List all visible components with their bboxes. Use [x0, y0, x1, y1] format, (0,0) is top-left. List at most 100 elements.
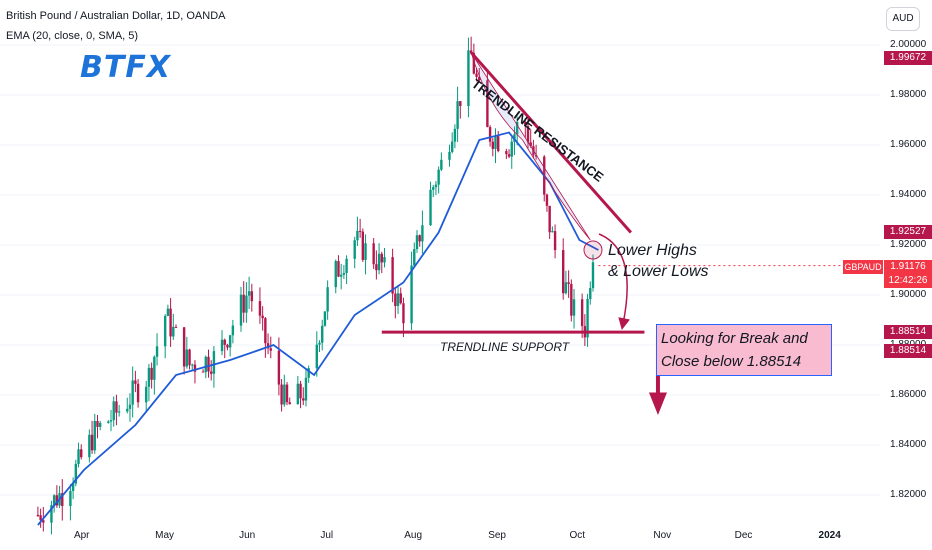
candle: [185, 336, 189, 369]
candle: [242, 281, 245, 323]
candle: [307, 365, 310, 383]
candle: [529, 129, 532, 148]
x-tick-label: Jul: [320, 530, 334, 541]
candle: [562, 238, 565, 300]
x-tick-label: Apr: [73, 530, 90, 541]
x-tick-label: Nov: [653, 530, 672, 541]
candle: [247, 276, 251, 309]
candle: [261, 306, 264, 331]
x-tick-label: May: [155, 530, 175, 541]
candle: [570, 279, 573, 322]
candle: [134, 370, 137, 393]
callout-line-2: Close below 1.88514: [661, 353, 802, 370]
candle: [55, 485, 59, 508]
candle: [315, 331, 318, 377]
candle: [440, 152, 443, 172]
y-tick-label: 1.96000: [890, 139, 927, 150]
candle: [96, 414, 99, 439]
candle: [61, 479, 64, 521]
candle: [93, 413, 96, 454]
candle: [375, 250, 378, 280]
candle: [150, 362, 153, 389]
candle: [172, 313, 175, 340]
candle: [288, 397, 291, 405]
candle: [410, 251, 413, 331]
candle: [337, 255, 340, 278]
candle: [264, 317, 267, 358]
candle: [77, 442, 80, 468]
candle: [548, 205, 551, 239]
candle: [589, 281, 592, 305]
candle: [469, 36, 473, 54]
candle: [429, 181, 432, 227]
candle: [145, 380, 148, 413]
candle: [583, 314, 587, 346]
candle: [277, 337, 281, 396]
candle: [250, 283, 254, 312]
candle: [212, 346, 216, 388]
candle: [136, 378, 140, 408]
candle: [90, 420, 94, 454]
candle: [318, 340, 321, 352]
candle: [321, 319, 324, 351]
candle: [491, 137, 494, 157]
candle: [188, 348, 191, 370]
candle: [456, 86, 459, 142]
y-tick-label: 1.98000: [890, 89, 927, 100]
projection-arrow: [598, 233, 631, 331]
ema-line: [37, 131, 599, 526]
candle: [505, 148, 508, 160]
price-tag-last: 1.91176: [884, 260, 932, 274]
candle: [228, 334, 232, 357]
candle: [231, 319, 235, 344]
y-tick-label: 1.94000: [890, 189, 927, 200]
price-tag-support-b: 1.88514: [884, 344, 932, 358]
candle: [304, 368, 308, 407]
candle: [459, 101, 462, 119]
candle: [74, 459, 78, 487]
candle: [210, 360, 213, 381]
countdown-tag: 12:42:26: [884, 274, 932, 288]
y-tick-label: 1.86000: [890, 389, 927, 400]
candle: [115, 394, 118, 426]
candle: [220, 330, 224, 356]
candle: [207, 349, 210, 378]
highlight-circle: [583, 240, 603, 260]
candle: [567, 270, 570, 298]
candle: [80, 444, 83, 460]
callout-line-1: Looking for Break and: [661, 330, 808, 347]
candle: [166, 304, 170, 317]
candle: [326, 280, 329, 320]
breakdown-arrowhead: [648, 392, 667, 415]
indicator-legend: EMA (20, close, 0, SMA, 5): [6, 30, 139, 42]
support-label: TRENDLINE SUPPORT: [440, 340, 570, 354]
x-tick-label: Jun: [239, 530, 256, 541]
candle: [107, 420, 110, 424]
candle: [339, 263, 343, 290]
candle: [299, 380, 302, 409]
candle: [193, 360, 197, 384]
candle: [377, 243, 381, 275]
candle: [494, 128, 497, 164]
candle: [239, 286, 243, 332]
chart-title: British Pound / Australian Dollar, 1D, O…: [6, 10, 226, 22]
candle: [126, 397, 129, 414]
candle: [421, 210, 424, 254]
x-tick-label: Dec: [734, 530, 753, 541]
candle: [534, 144, 538, 160]
candle: [182, 326, 186, 375]
candle: [545, 193, 549, 212]
candle: [448, 144, 451, 167]
currency-button[interactable]: AUD: [886, 7, 920, 31]
lower-lows-label: & Lower Lows: [608, 263, 709, 280]
candle: [258, 287, 262, 324]
candle: [169, 298, 172, 347]
price-tag-peak: 1.99672: [884, 51, 932, 65]
candle: [39, 508, 42, 528]
candle: [52, 494, 56, 513]
candle: [453, 124, 457, 149]
candle: [475, 68, 478, 82]
candle: [391, 248, 394, 303]
candle: [98, 420, 102, 431]
